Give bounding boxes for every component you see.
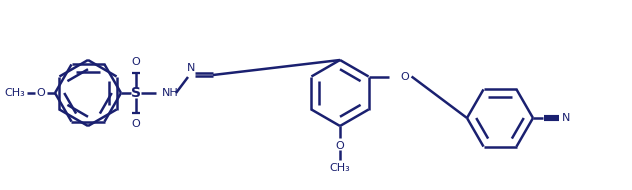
Text: S: S (131, 86, 141, 100)
Text: N: N (562, 113, 570, 123)
Text: O: O (131, 57, 140, 67)
Text: NH: NH (162, 88, 179, 98)
Text: N: N (187, 63, 195, 73)
Text: O: O (400, 71, 409, 82)
Text: CH₃: CH₃ (4, 88, 25, 98)
Text: O: O (131, 119, 140, 129)
Text: O: O (36, 88, 45, 98)
Text: O: O (336, 141, 344, 151)
Text: CH₃: CH₃ (330, 163, 350, 173)
